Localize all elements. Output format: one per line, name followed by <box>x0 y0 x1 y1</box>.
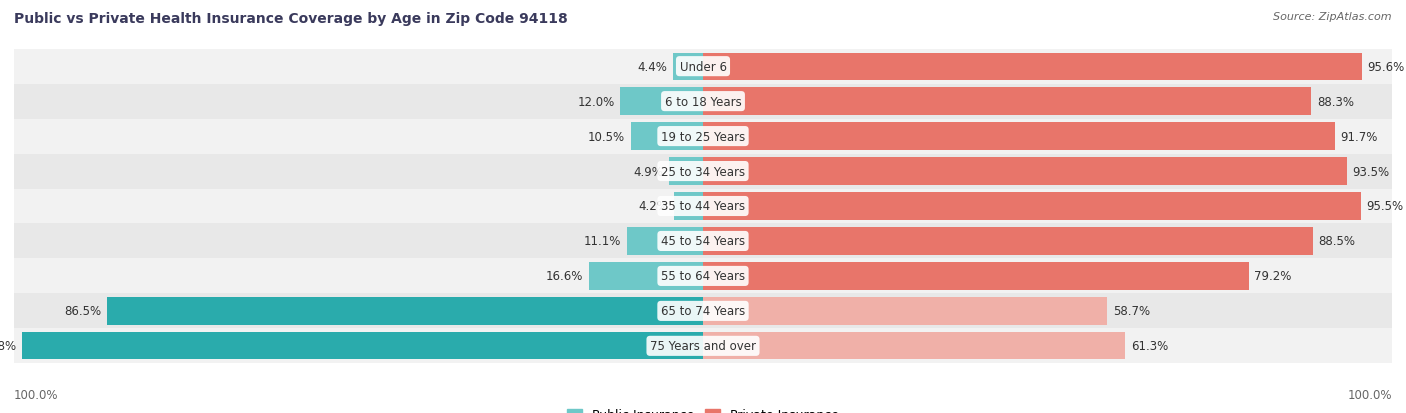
Bar <box>14 84 1392 119</box>
Bar <box>669 158 703 185</box>
Bar <box>703 88 1312 116</box>
Bar <box>14 119 1392 154</box>
Text: 55 to 64 Years: 55 to 64 Years <box>661 270 745 283</box>
Text: 4.2%: 4.2% <box>638 200 669 213</box>
Bar <box>703 158 1347 185</box>
Bar <box>14 154 1392 189</box>
Text: 98.8%: 98.8% <box>0 339 17 352</box>
Text: 100.0%: 100.0% <box>1347 388 1392 401</box>
Bar <box>14 329 1392 363</box>
Text: 16.6%: 16.6% <box>546 270 583 283</box>
Bar <box>589 263 703 290</box>
Bar <box>703 297 1108 325</box>
Text: 86.5%: 86.5% <box>65 305 101 318</box>
Bar <box>703 53 1361 81</box>
Legend: Public Insurance, Private Insurance: Public Insurance, Private Insurance <box>562 404 844 413</box>
Text: 45 to 54 Years: 45 to 54 Years <box>661 235 745 248</box>
Text: 19 to 25 Years: 19 to 25 Years <box>661 130 745 143</box>
Bar <box>620 88 703 116</box>
Bar <box>672 53 703 81</box>
Bar <box>703 263 1249 290</box>
Bar <box>703 123 1334 150</box>
Text: 95.6%: 95.6% <box>1367 61 1405 74</box>
Text: 65 to 74 Years: 65 to 74 Years <box>661 305 745 318</box>
Text: 6 to 18 Years: 6 to 18 Years <box>665 95 741 108</box>
Text: 35 to 44 Years: 35 to 44 Years <box>661 200 745 213</box>
Text: 88.5%: 88.5% <box>1319 235 1355 248</box>
Bar <box>673 193 703 220</box>
Text: 91.7%: 91.7% <box>1340 130 1378 143</box>
Bar <box>14 259 1392 294</box>
Text: 10.5%: 10.5% <box>588 130 626 143</box>
Bar <box>703 193 1361 220</box>
Bar <box>14 224 1392 259</box>
Text: Public vs Private Health Insurance Coverage by Age in Zip Code 94118: Public vs Private Health Insurance Cover… <box>14 12 568 26</box>
Bar <box>107 297 703 325</box>
Text: 93.5%: 93.5% <box>1353 165 1389 178</box>
Text: 75 Years and over: 75 Years and over <box>650 339 756 352</box>
Text: 58.7%: 58.7% <box>1114 305 1150 318</box>
Text: 4.9%: 4.9% <box>634 165 664 178</box>
Bar <box>22 332 703 360</box>
Bar <box>631 123 703 150</box>
Text: 25 to 34 Years: 25 to 34 Years <box>661 165 745 178</box>
Bar <box>703 228 1313 255</box>
Text: 11.1%: 11.1% <box>583 235 621 248</box>
Bar <box>627 228 703 255</box>
Bar <box>14 50 1392 84</box>
Text: Under 6: Under 6 <box>679 61 727 74</box>
Text: 95.5%: 95.5% <box>1367 200 1403 213</box>
Bar <box>703 332 1125 360</box>
Text: 61.3%: 61.3% <box>1130 339 1168 352</box>
Bar <box>14 294 1392 329</box>
Text: 100.0%: 100.0% <box>14 388 59 401</box>
Text: 88.3%: 88.3% <box>1317 95 1354 108</box>
Text: 79.2%: 79.2% <box>1254 270 1292 283</box>
Bar <box>14 189 1392 224</box>
Text: Source: ZipAtlas.com: Source: ZipAtlas.com <box>1274 12 1392 22</box>
Text: 12.0%: 12.0% <box>578 95 614 108</box>
Text: 4.4%: 4.4% <box>637 61 668 74</box>
